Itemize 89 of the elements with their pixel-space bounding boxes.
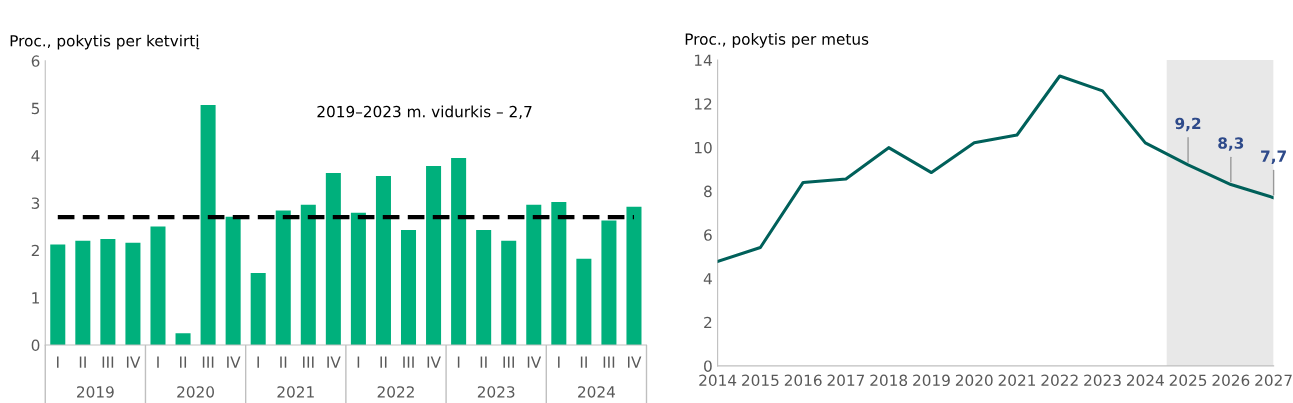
y-tick-label: 2 [704,316,712,329]
bar [626,206,642,345]
x-tick-label: 2015 [742,374,779,387]
x-tick-label: II [480,356,487,368]
bar [200,104,216,345]
x-tick-label: I [257,356,259,368]
y-tick-label: 0 [31,339,40,351]
bar [325,173,341,345]
text: 2024 [578,386,615,398]
bar [125,242,141,345]
x-tick-label: 2027 [1255,374,1292,387]
x-tick-label: III [603,356,615,368]
bar [501,240,517,345]
x-tick-label: IV [126,356,141,368]
x-tick-label: 2021 [998,374,1036,387]
x-tick-label: III [102,356,114,368]
x-tick-label: 2022 [1041,374,1078,387]
bar [175,333,191,345]
x-tick-label: IV [327,356,341,368]
bar [250,272,266,345]
y-tick-label: 5 [31,102,40,115]
y-tick-label: 4 [703,273,712,285]
x-tick-label: 2018 [870,374,908,387]
data-label: 8,3 [1218,137,1244,151]
x-tick-label: II [79,356,86,368]
x-tick-label: IV [227,356,241,368]
ref-line-label: 2019–2023 m. vidurkis – 2,7 [317,105,532,119]
text: 2023 [477,386,515,398]
bar [576,258,592,345]
x-tick-label: III [503,356,514,368]
x-tick-label: 2020 [955,374,993,387]
x-tick-label: III [303,356,314,368]
y-tick-label: 0 [704,360,712,372]
x-tick-label: III [202,356,214,368]
y-tick-label: 12 [694,98,712,110]
bar [50,244,66,345]
bar [375,175,391,345]
y-tick-label: 14 [694,54,712,66]
x-tick-label: I [357,356,360,368]
bar [100,238,116,345]
text: 2020 [177,386,214,398]
bar [75,240,91,345]
x-tick-label: IV [627,356,642,368]
text: 2019 [77,386,114,398]
text: 2021 [277,386,314,398]
bar [225,216,241,345]
y-tick-label: 1 [32,292,39,304]
bar [275,210,291,345]
y-tick-label: 10 [694,141,712,154]
x-tick-label: I [157,356,159,368]
text: 2022 [377,386,414,398]
bar [300,204,316,345]
bar [426,165,442,345]
x-tick-label: IV [527,356,542,368]
x-tick-label: II [380,356,387,368]
bar [526,204,542,345]
x-tick-label: I [57,356,59,368]
x-tick-label: 2024 [1126,374,1164,387]
y-axis-title: Proc., pokytis per metus [685,33,869,48]
x-tick-label: 2016 [784,374,822,387]
y-tick-label: 6 [31,55,40,67]
y-tick-label: 8 [704,185,712,198]
x-tick-label: IV [427,356,441,368]
x-tick-label: III [403,356,414,368]
bar [350,212,366,345]
data-label: 9,2 [1175,117,1201,132]
y-tick-label: 4 [31,150,40,162]
y-tick-label: 2 [31,244,39,257]
x-tick-label: 2026 [1212,374,1250,387]
bar [150,226,166,345]
x-tick-label: II [180,356,187,368]
y-tick-label: 3 [31,197,40,209]
y-tick-label: 6 [704,229,712,241]
x-tick-label: II [580,356,587,368]
x-tick-label: 2017 [827,374,865,387]
bar [476,229,492,345]
data-label: 7,7 [1261,150,1286,164]
x-tick-label: 2014 [699,374,737,387]
x-tick-label: 2019 [913,374,950,387]
bar [451,157,467,345]
y-axis-title: Proc., pokytis per ketvirtį [10,34,200,50]
x-tick-label: I [457,356,460,368]
bar [551,201,567,345]
x-tick-label: I [558,356,560,368]
bar [400,229,417,345]
bar [601,220,617,345]
x-tick-label: 2025 [1169,374,1207,387]
x-tick-label: 2023 [1084,374,1121,387]
x-tick-label: II [280,356,287,368]
